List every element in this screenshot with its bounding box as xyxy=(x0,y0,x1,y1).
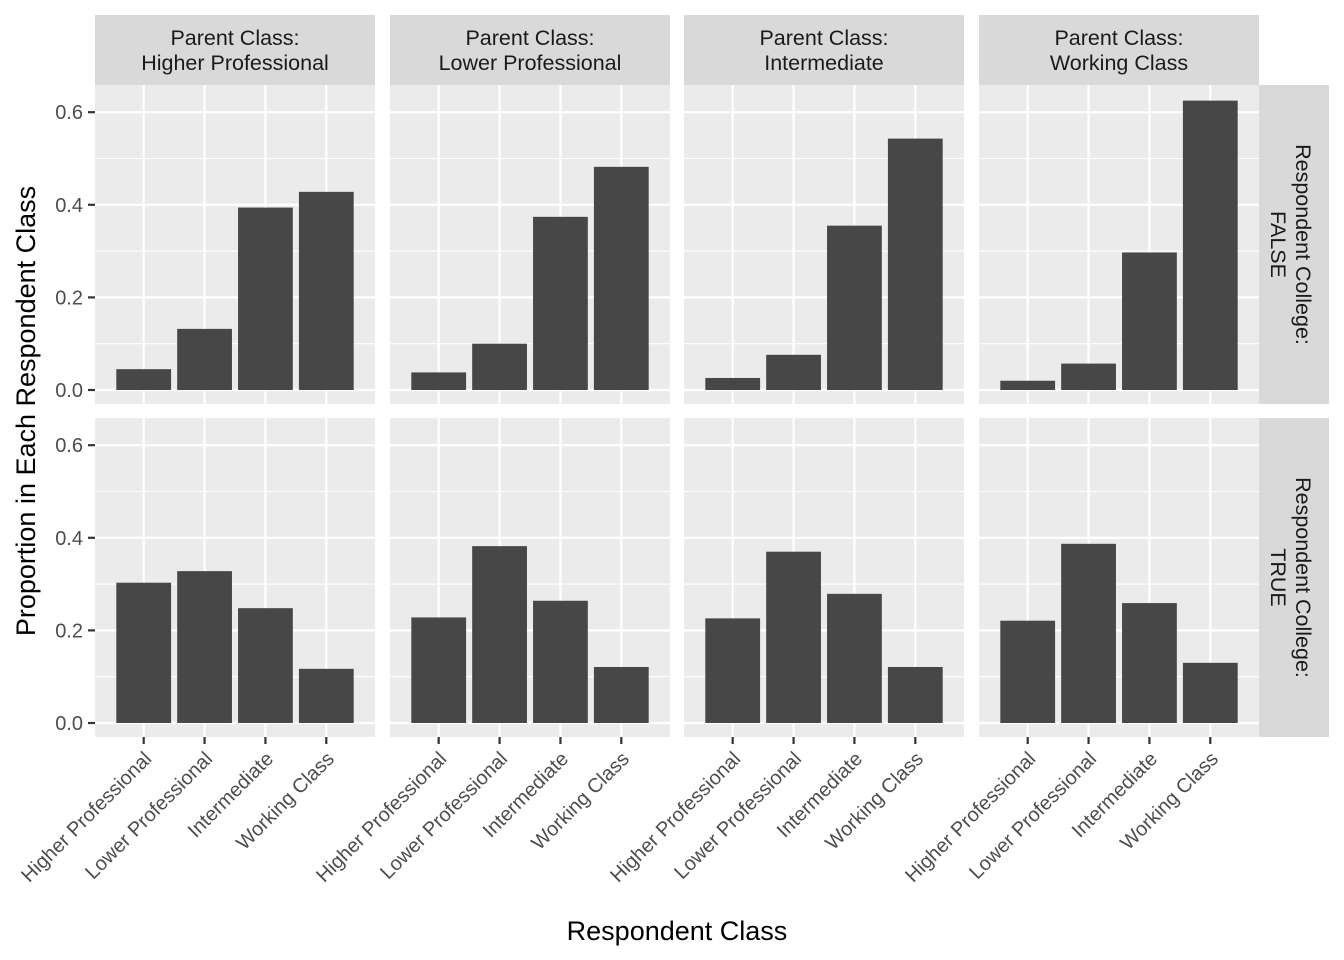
bar xyxy=(1122,252,1177,390)
column-strip: Parent Class:Higher Professional xyxy=(95,15,375,85)
facet-panel xyxy=(684,85,964,404)
facet-panel xyxy=(979,85,1259,404)
bar xyxy=(411,372,467,390)
bar xyxy=(827,593,882,723)
bar xyxy=(705,618,761,723)
y-axis: 0.0 0.2 0.4 0.6 xyxy=(55,435,95,735)
facet-panel xyxy=(95,85,375,404)
row-strip-background xyxy=(1259,418,1329,737)
y-tick-label: 0.2 xyxy=(55,287,83,309)
y-tick-label: 0.4 xyxy=(55,528,83,550)
bar xyxy=(1000,620,1056,723)
bar xyxy=(1000,380,1056,390)
column-strip-label: Parent Class: xyxy=(170,26,299,50)
y-tick-label: 0.0 xyxy=(55,380,83,402)
bar xyxy=(177,328,232,390)
column-strip-label: Parent Class: xyxy=(465,26,594,50)
bar xyxy=(472,546,527,723)
column-strip-background xyxy=(979,15,1259,85)
bar xyxy=(593,166,649,390)
bar xyxy=(887,666,943,723)
y-tick-label: 0.6 xyxy=(55,435,83,457)
bar xyxy=(705,377,761,390)
column-strip-label: Intermediate xyxy=(764,51,884,75)
bar xyxy=(238,207,293,390)
bar xyxy=(1122,603,1177,723)
bar xyxy=(298,191,354,390)
bar xyxy=(411,617,467,723)
row-strip-label: TRUE xyxy=(1266,548,1290,607)
row-strip-background xyxy=(1259,85,1329,404)
facet-panel xyxy=(684,418,964,737)
column-strip: Parent Class:Lower Professional xyxy=(390,15,670,85)
bar xyxy=(116,369,172,390)
bar xyxy=(177,571,232,723)
bar xyxy=(887,138,943,390)
column-strip-background xyxy=(684,15,964,85)
bar xyxy=(766,551,821,723)
column-strip-label: Higher Professional xyxy=(141,51,329,75)
bar xyxy=(533,216,588,390)
column-strip-label: Parent Class: xyxy=(1054,26,1183,50)
row-strip-label: Respondent College: xyxy=(1291,477,1315,678)
y-axis-title: Proportion in Each Respondent Class xyxy=(11,186,41,636)
row-strip-label: Respondent College: xyxy=(1291,144,1315,345)
bar xyxy=(116,582,172,723)
bar xyxy=(1182,662,1238,723)
row-strip: Respondent College:FALSE xyxy=(1259,85,1329,404)
column-strip-background xyxy=(95,15,375,85)
column-strip: Parent Class:Intermediate xyxy=(684,15,964,85)
x-axis-title: Respondent Class xyxy=(567,916,788,946)
bar xyxy=(298,668,354,723)
column-strip-label: Parent Class: xyxy=(759,26,888,50)
facet-panel xyxy=(95,418,375,737)
column-strip: Parent Class:Working Class xyxy=(979,15,1259,85)
bar xyxy=(238,608,293,723)
bar xyxy=(1061,543,1116,723)
bar xyxy=(766,354,821,390)
y-tick-label: 0.0 xyxy=(55,713,83,735)
column-strip-label: Lower Professional xyxy=(439,51,622,75)
facet-panel xyxy=(979,418,1259,737)
bar xyxy=(593,666,649,723)
bar xyxy=(827,225,882,390)
bar xyxy=(472,343,527,390)
column-strip-background xyxy=(390,15,670,85)
y-tick-label: 0.2 xyxy=(55,620,83,642)
bar xyxy=(1182,100,1238,390)
facet-panel xyxy=(390,418,670,737)
facet-panel xyxy=(390,85,670,404)
bar xyxy=(533,600,588,723)
column-strip-label: Working Class xyxy=(1050,51,1188,75)
y-tick-label: 0.4 xyxy=(55,195,83,217)
row-strip-label: FALSE xyxy=(1266,211,1290,278)
y-tick-label: 0.6 xyxy=(55,102,83,124)
y-axis: 0.0 0.2 0.4 0.6 xyxy=(55,102,95,402)
row-strip: Respondent College:TRUE xyxy=(1259,418,1329,737)
bar xyxy=(1061,363,1116,390)
